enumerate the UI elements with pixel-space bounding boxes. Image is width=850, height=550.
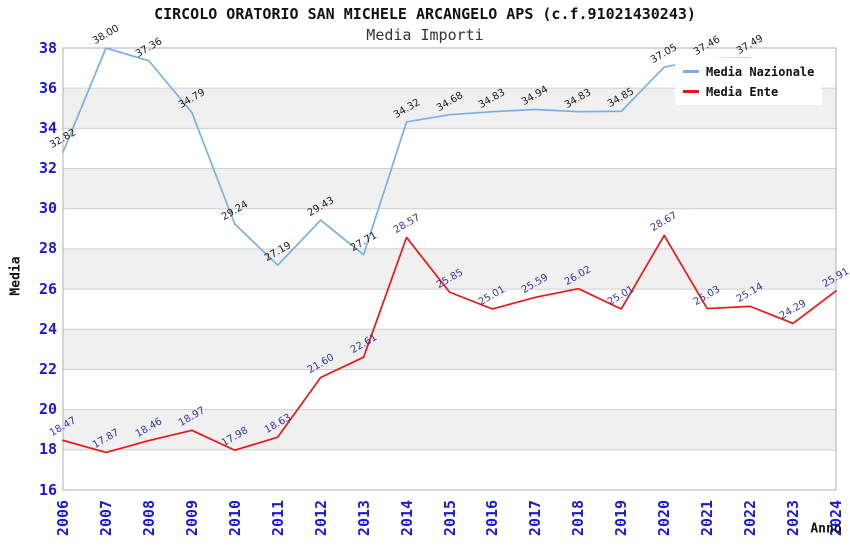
chart-subtitle: Media Importi [366,26,484,44]
y-tick-label: 18 [38,440,57,459]
y-tick-label: 24 [38,319,57,338]
plot-band [63,128,836,169]
y-tick-label: 26 [38,279,57,298]
x-tick-label: 2023 [784,499,803,537]
series-line-media-nazionale [62,47,751,267]
x-tick-label: 2019 [612,499,631,537]
x-tick-label: 2015 [440,499,459,537]
x-tick-label: 2006 [54,499,72,537]
series-line-media-ente [62,234,837,454]
x-tick-label: 2018 [569,499,588,537]
x-tick-label: 2021 [698,499,717,537]
y-tick-label: 38 [38,38,57,57]
plot-band [63,409,836,450]
legend: Media Nazionale Media Ente [675,58,823,105]
legend-item-media-ente: Media Ente [683,84,814,99]
x-tick-label: 2017 [526,499,545,537]
x-axis-title: Anno [810,521,842,537]
x-tick-label: 2016 [483,499,502,537]
y-tick-label: 32 [38,159,57,178]
legend-line-swatch [683,70,699,73]
legend-label: Media Nazionale [706,64,815,79]
x-tick-label: 2013 [354,499,373,537]
legend-item-media-nazionale: Media Nazionale [683,64,814,79]
x-tick-label: 2007 [96,499,115,537]
y-tick-label: 30 [38,199,57,218]
x-tick-label: 2011 [268,499,287,537]
plot-band [63,248,836,290]
x-tick-label: 2020 [655,499,674,537]
x-tick-label: 2012 [311,499,330,537]
plot-band [63,168,836,209]
x-tick-label: 2008 [139,499,158,537]
x-tick-label: 2022 [741,499,760,537]
plot-band [63,369,836,410]
y-tick-label: 20 [38,400,57,419]
y-tick-label: 34 [38,118,57,137]
x-tick-label: 2009 [182,499,201,537]
legend-label: Media Ente [706,84,779,99]
x-tick-label: 2014 [397,499,416,537]
y-tick-label: 28 [38,239,57,258]
plot-band [63,208,836,249]
chart-title: CIRCOLO ORATORIO SAN MICHELE ARCANGELO A… [154,5,696,23]
y-tick-label: 36 [38,78,57,97]
x-tick-label: 2010 [225,499,244,537]
plot-band [63,289,836,330]
plot-band [63,449,836,490]
plot-border [62,47,837,491]
y-tick-label: 22 [38,359,57,378]
plot-band [63,329,836,370]
y-tick-label: 16 [38,480,57,499]
legend-line-swatch [683,90,699,93]
